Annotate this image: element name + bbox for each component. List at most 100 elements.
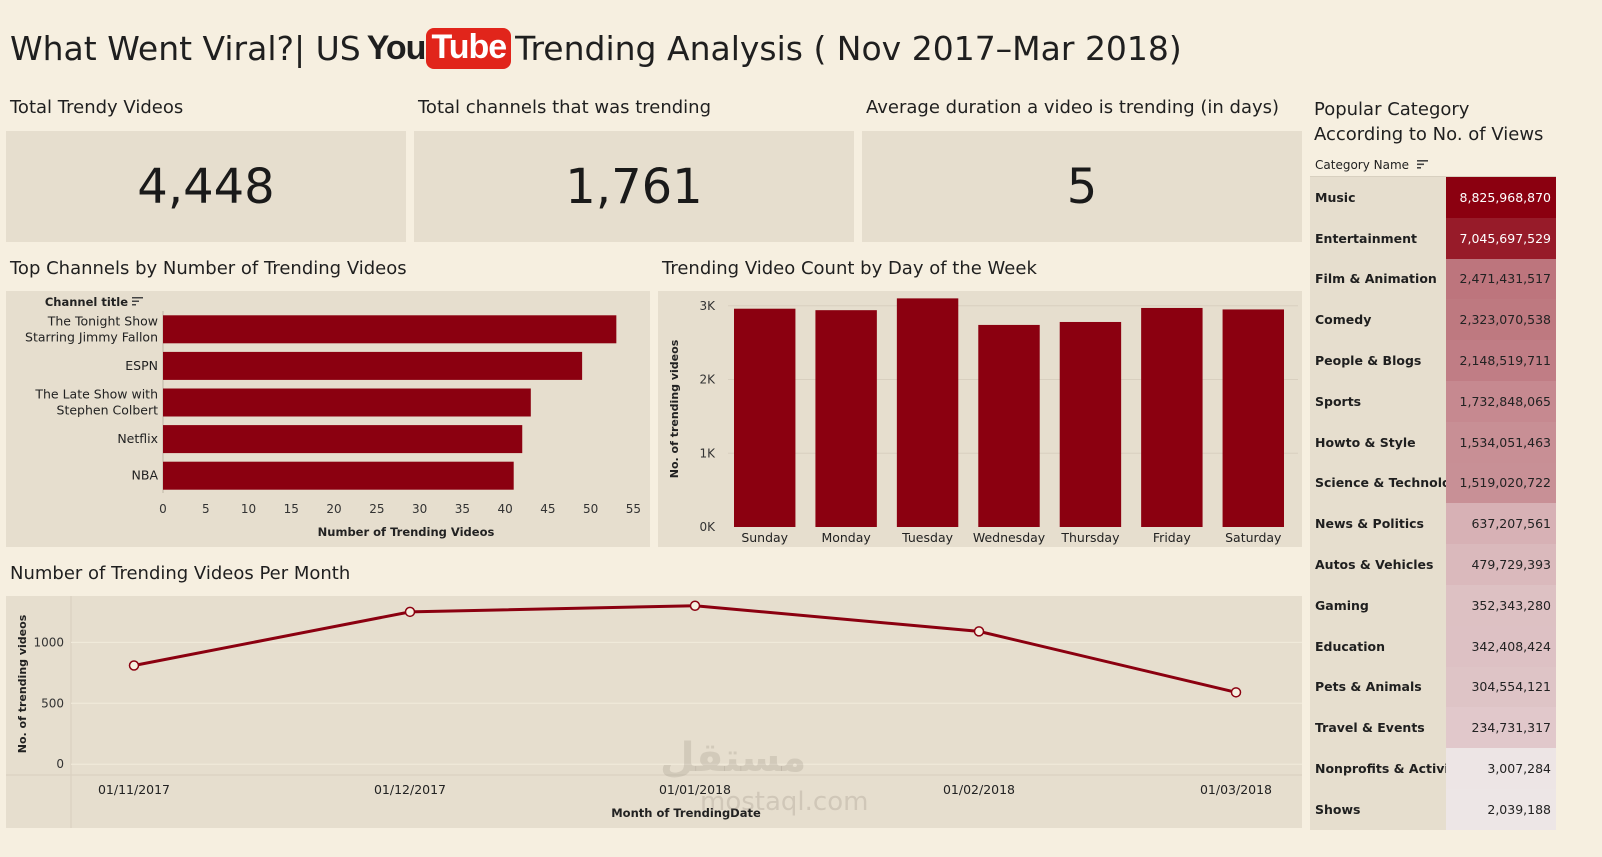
kpi-value-total-videos: 4,448 [137, 158, 275, 215]
category-panel-title: Popular Category According to No. of Vie… [1314, 97, 1543, 147]
category-row[interactable]: Gaming 352,343,280 [1310, 584, 1556, 626]
weekday-bar [1141, 307, 1203, 527]
kpi-total-videos[interactable]: 4,448 [6, 131, 406, 242]
category-views: 304,554,121 [1446, 666, 1556, 708]
category-row[interactable]: Nonprofits & Activism3,007,284 [1310, 748, 1556, 789]
kpi-title-total-videos: Total Trendy Videos [10, 97, 184, 118]
monthly-x-label: Month of TrendingDate [611, 806, 761, 820]
channel-label: ESPN [125, 358, 158, 373]
category-name: Entertainment [1310, 217, 1446, 259]
channels-x-tick: 10 [241, 502, 256, 516]
category-name: Comedy [1310, 299, 1446, 341]
category-views: 479,729,393 [1446, 544, 1556, 585]
category-views: 2,471,431,517 [1446, 258, 1556, 300]
category-name: Pets & Animals [1310, 666, 1446, 708]
category-row[interactable]: Howto & Style 1,534,051,463 [1310, 421, 1556, 463]
category-row[interactable]: Shows 2,039,188 [1310, 788, 1556, 830]
category-views: 7,045,697,529 [1446, 217, 1556, 259]
category-name: Howto & Style [1310, 421, 1446, 463]
category-row[interactable]: Travel & Events 234,731,317 [1310, 707, 1556, 749]
category-row[interactable]: Music 8,825,968,870 [1310, 177, 1556, 218]
category-name: Nonprofits & Activism [1310, 748, 1446, 789]
monthly-point [973, 626, 985, 637]
channels-chart-title: Top Channels by Number of Trending Video… [10, 258, 407, 279]
channel-label: Netflix [117, 431, 158, 446]
channels-x-tick: 25 [369, 502, 384, 516]
weekday-x-label: Friday [1153, 530, 1191, 545]
channel-bar [163, 425, 523, 454]
weekday-x-label: Monday [821, 530, 871, 545]
category-row[interactable]: Education 342,408,424 [1310, 625, 1556, 667]
category-name: Travel & Events [1310, 707, 1446, 749]
category-row[interactable]: Autos & Vehicles 479,729,393 [1310, 544, 1556, 585]
channels-chart-panel: Channel title The Tonight Show Starring Ji… [6, 291, 650, 547]
category-row[interactable]: Comedy 2,323,070,538 [1310, 299, 1556, 341]
weekday-x-label: Thursday [1060, 530, 1120, 545]
category-views: 234,731,317 [1446, 707, 1556, 749]
category-row[interactable]: Science & Technology1,519,020,722 [1310, 462, 1556, 504]
dashboard-title: What Went Viral?| US You Tube Trending A… [10, 20, 1182, 76]
category-row[interactable]: Pets & Animals 304,554,121 [1310, 666, 1556, 708]
monthly-x-tick: 01/03/2018 [1200, 782, 1272, 797]
weekday-y-tick: 2K [699, 373, 716, 387]
channels-x-tick: 55 [626, 502, 641, 516]
category-row[interactable]: Sports 1,732,848,065 [1310, 380, 1556, 422]
category-row[interactable]: People & Blogs 2,148,519,711 [1310, 340, 1556, 381]
category-views: 342,408,424 [1446, 625, 1556, 667]
monthly-point [404, 606, 416, 618]
channels-x-tick: 50 [583, 502, 598, 516]
category-views: 2,039,188 [1446, 788, 1556, 830]
sort-icon[interactable] [1417, 158, 1429, 172]
category-row[interactable]: Film & Animation 2,471,431,517 [1310, 258, 1556, 300]
channel-label: Starring Jimmy Fallon [25, 329, 158, 344]
channel-bar [163, 461, 514, 490]
category-views: 3,007,284 [1446, 748, 1556, 789]
kpi-avg-duration[interactable]: 5 [862, 131, 1302, 242]
category-name: Education [1310, 625, 1446, 667]
category-row[interactable]: News & Politics 637,207,561 [1310, 503, 1556, 545]
category-name: Film & Animation [1310, 258, 1446, 300]
weekday-bar [978, 324, 1040, 527]
category-column-header: Category Name [1315, 158, 1410, 172]
channel-bar [163, 315, 617, 344]
weekday-x-label: Sunday [741, 530, 788, 545]
category-title-line1: Popular Category [1314, 99, 1470, 120]
monthly-point [1230, 687, 1242, 698]
category-name: People & Blogs [1310, 340, 1446, 381]
channels-x-tick: 40 [498, 502, 513, 516]
logo-tube: Tube [426, 27, 512, 69]
category-table-header[interactable]: Category Name [1310, 154, 1556, 177]
kpi-value-avg-duration: 5 [1066, 158, 1098, 215]
watermark-latin: mostaql.com [700, 787, 869, 817]
kpi-title-total-channels: Total channels that was trending [418, 97, 712, 118]
category-table: Category Name Music 8,825,968,870 Entertai… [1310, 154, 1556, 830]
category-rows: Music 8,825,968,870 Entertainment 7,045,697… [1310, 177, 1556, 830]
category-name: Science & Technology [1310, 462, 1446, 504]
category-name: Gaming [1310, 584, 1446, 626]
weekday-bar [734, 308, 796, 527]
title-suffix: Trending Analysis ( Nov 2017–Mar 2018) [515, 28, 1182, 68]
monthly-y-tick: 500 [41, 696, 64, 710]
monthly-y-tick: 0 [56, 757, 64, 771]
category-views: 1,534,051,463 [1446, 421, 1556, 463]
category-views: 8,825,968,870 [1446, 177, 1556, 218]
channel-label: Stephen Colbert [57, 403, 159, 418]
monthly-y-tick: 1000 [33, 635, 64, 649]
channels-x-tick: 15 [284, 502, 299, 516]
title-prefix: What Went Viral?| US [10, 28, 361, 68]
weekday-x-label: Tuesday [901, 530, 953, 545]
category-row[interactable]: Entertainment 7,045,697,529 [1310, 217, 1556, 259]
category-views: 2,148,519,711 [1446, 340, 1556, 381]
channel-bar [163, 351, 583, 380]
youtube-logo-icon: You Tube [367, 27, 512, 69]
kpi-total-channels[interactable]: 1,761 [414, 131, 854, 242]
weekday-y-tick: 0K [699, 520, 716, 534]
channels-x-tick: 0 [159, 502, 167, 516]
channels-x-tick: 30 [412, 502, 427, 516]
monthly-chart-title: Number of Trending Videos Per Month [10, 563, 351, 584]
weekday-y-tick: 3K [699, 299, 716, 313]
monthly-y-label: No. of trending videos [16, 614, 29, 753]
category-views: 1,519,020,722 [1446, 462, 1556, 504]
monthly-x-tick: 01/11/2017 [98, 782, 170, 797]
monthly-x-tick: 01/12/2017 [374, 782, 446, 797]
